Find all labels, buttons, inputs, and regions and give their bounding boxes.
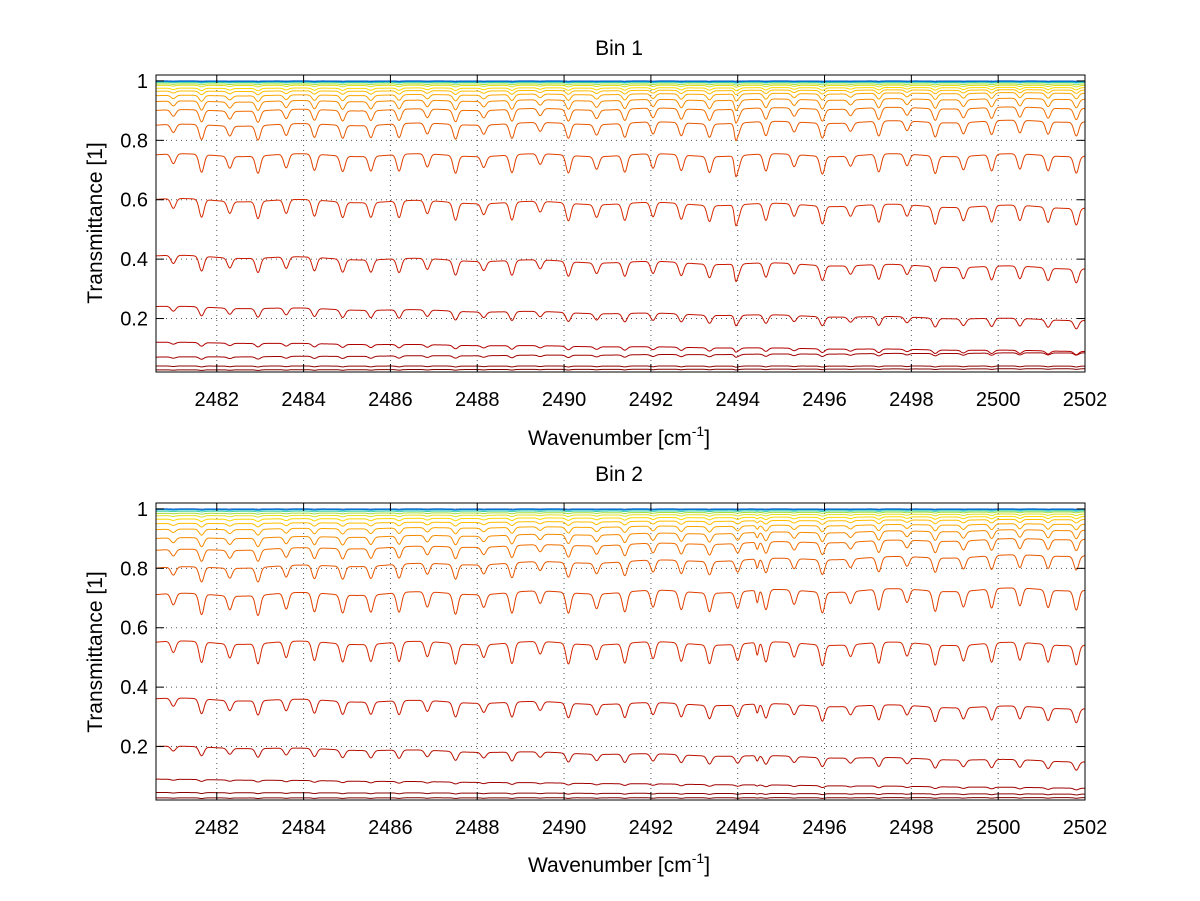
series-line-6: [155, 640, 1085, 667]
series-line-7: [155, 587, 1085, 617]
series-line-2: [156, 365, 1085, 368]
series-line-10: [155, 529, 1085, 548]
x-tick-label: 2482: [195, 389, 240, 411]
axis-ticks: 2482 2484 2486 2488 2490 2492 2494 2496 2498 2500…: [120, 499, 1107, 839]
series-line-9: [155, 119, 1085, 142]
y-tick-label: 0.4: [120, 677, 148, 699]
plot-area: [155, 502, 1086, 801]
x-tick-label: 2494: [715, 817, 760, 839]
x-tick-label: 2500: [976, 389, 1021, 411]
series-line-5: [155, 305, 1085, 330]
axis-ticks: 2482 2484 2486 2488 2490 2492 2494 2496 2498 2500…: [120, 71, 1107, 411]
x-tick-label: 2490: [542, 389, 587, 411]
series-line-4: [156, 341, 1085, 356]
series-line-16: [156, 83, 1085, 86]
series-line-11: [155, 97, 1085, 112]
x-tick-label: 2486: [368, 389, 413, 411]
plot-area: [155, 74, 1086, 373]
series-line-8: [155, 153, 1085, 178]
x-tick-label: 2484: [281, 817, 326, 839]
x-axis-label-superscript: -1: [692, 423, 705, 439]
series-line-7: [155, 198, 1085, 227]
y-axis-label: Transmittance [1]: [84, 571, 107, 732]
x-axis-label-text: Wavenumber [cm: [528, 427, 692, 450]
x-tick-label: 2490: [542, 817, 587, 839]
x-tick-label: 2498: [889, 389, 934, 411]
series-line-4: [155, 745, 1085, 771]
series-group: [155, 508, 1085, 799]
y-tick-label: 0.2: [120, 309, 148, 331]
series-line-17: [156, 81, 1085, 84]
series-line-14: [155, 86, 1085, 92]
x-axis-label: Wavenumber [cm-1]: [528, 850, 710, 877]
y-tick-label: 1: [137, 499, 148, 521]
series-line-3: [156, 352, 1085, 360]
x-axis-label-superscript: -1: [692, 850, 705, 866]
series-line-13: [155, 89, 1085, 96]
y-tick-label: 1: [137, 71, 148, 93]
series-group: [155, 80, 1085, 371]
x-tick-label: 2498: [889, 817, 934, 839]
series-line-11: [155, 523, 1085, 536]
series-line-10: [155, 106, 1085, 124]
series-line-14: [156, 513, 1085, 518]
y-tick-label: 0.8: [120, 558, 148, 580]
panel-bin-2: Bin 2 2482 2484 2486 2488 2490 2492 2494 2496 24…: [84, 463, 1107, 877]
y-tick-label: 0.2: [120, 737, 148, 759]
series-line-1: [156, 797, 1085, 799]
x-tick-label: 2492: [629, 817, 674, 839]
y-tick-label: 0.8: [120, 130, 148, 152]
x-tick-label: 2502: [1063, 817, 1108, 839]
panel-bin-1: Bin 1 2482 2484 2486 2488 2490 2492 2494 2496 24…: [84, 37, 1107, 450]
series-line-5: [155, 697, 1085, 724]
x-axis-label: Wavenumber [cm-1]: [528, 423, 710, 450]
series-line-1: [156, 368, 1085, 371]
series-line-8: [155, 554, 1085, 583]
y-tick-label: 0.6: [120, 618, 148, 640]
series-line-18: [156, 80, 1085, 83]
x-tick-label: 2488: [455, 817, 500, 839]
x-tick-label: 2482: [195, 817, 240, 839]
x-tick-label: 2492: [629, 389, 674, 411]
y-tick-label: 0.4: [120, 249, 148, 271]
series-line-16: [156, 510, 1085, 513]
chart-title: Bin 1: [595, 37, 643, 60]
series-line-2: [156, 792, 1085, 796]
x-tick-label: 2500: [976, 817, 1021, 839]
series-line-17: [156, 509, 1085, 511]
series-line-9: [155, 538, 1085, 562]
x-tick-label: 2486: [368, 817, 413, 839]
chart-title: Bin 2: [595, 463, 643, 486]
series-line-12: [155, 92, 1085, 102]
grid: [156, 75, 1086, 372]
x-axis-label-end: ]: [704, 427, 710, 450]
x-tick-label: 2484: [281, 389, 326, 411]
x-axis-label-end: ]: [704, 854, 710, 877]
x-axis-label-text: Wavenumber [cm: [528, 854, 692, 877]
x-tick-label: 2502: [1063, 389, 1108, 411]
x-tick-label: 2496: [802, 817, 847, 839]
series-line-15: [155, 84, 1085, 88]
series-line-13: [155, 515, 1085, 522]
series-line-12: [155, 518, 1085, 528]
series-line-15: [155, 511, 1085, 515]
x-tick-label: 2494: [715, 389, 760, 411]
y-axis-label: Transmittance [1]: [84, 142, 107, 303]
y-tick-label: 0.6: [120, 190, 148, 212]
x-tick-label: 2488: [455, 389, 500, 411]
x-tick-label: 2496: [802, 389, 847, 411]
series-line-3: [156, 778, 1085, 791]
series-line-6: [155, 254, 1085, 284]
